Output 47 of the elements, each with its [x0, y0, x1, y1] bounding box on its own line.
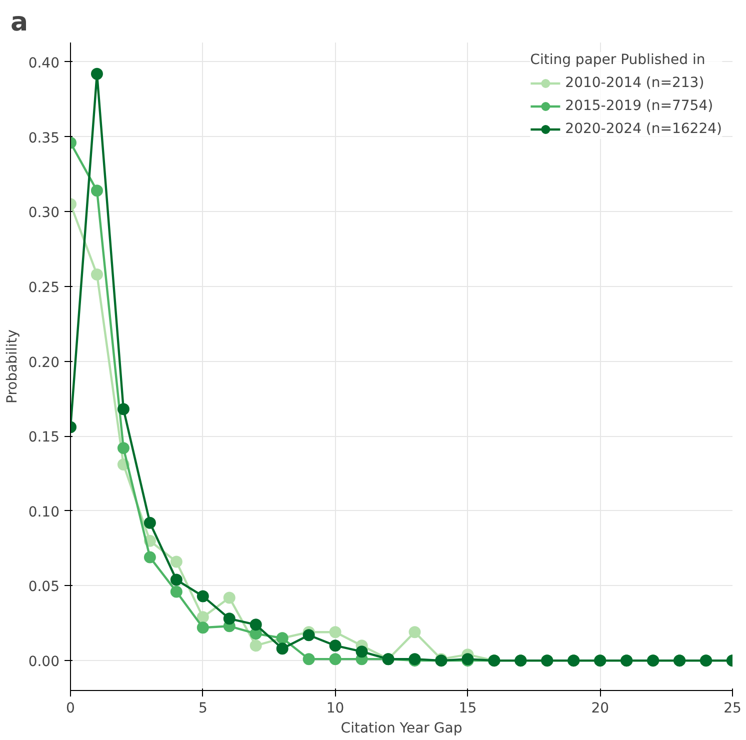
point — [144, 551, 156, 564]
point — [329, 653, 342, 666]
legend-title: Citing paper Published in — [530, 52, 706, 68]
point — [408, 626, 421, 638]
point — [250, 640, 262, 652]
point — [170, 574, 182, 586]
point — [276, 642, 288, 655]
y-tick-label: 0.05 — [28, 579, 60, 596]
y-axis-title: Probability — [4, 329, 20, 404]
y-tick-label: 0.35 — [28, 130, 60, 146]
point — [117, 403, 130, 416]
point — [144, 516, 156, 529]
legend-label: 2015-2019 (n=7754) — [565, 98, 714, 114]
y-tick-label: 0.15 — [28, 430, 60, 446]
point — [90, 68, 103, 80]
point — [329, 626, 342, 638]
point — [302, 653, 315, 666]
legend-label: 2020-2024 (n=16224) — [565, 121, 722, 137]
y-tick-label: 0.30 — [28, 205, 60, 222]
y-tick-label: 0.40 — [28, 55, 60, 72]
point — [356, 646, 368, 658]
x-axis-title: Citation Year Gap — [340, 720, 462, 736]
text: a — [10, 8, 28, 38]
point — [90, 184, 103, 197]
x-tick-label: 15 — [458, 700, 477, 716]
point — [329, 640, 342, 652]
point — [302, 629, 315, 642]
x-tick-label: 5 — [198, 700, 208, 716]
y-tick-label: 0.25 — [28, 280, 60, 296]
x-tick-label: 10 — [326, 700, 344, 716]
y-tick-label: 0.00 — [28, 654, 60, 670]
point — [117, 442, 130, 454]
point — [196, 590, 209, 602]
x-tick-label: 0 — [66, 700, 75, 716]
point — [223, 592, 236, 604]
point — [170, 586, 182, 598]
x-tick-label: 20 — [591, 700, 610, 716]
point — [223, 612, 236, 625]
y-tick-label: 0.10 — [28, 504, 60, 520]
legend-label: 2010-2014 (n=213) — [565, 75, 704, 91]
x-tick-label: 25 — [724, 700, 742, 716]
point — [196, 622, 209, 634]
point — [170, 556, 182, 568]
y-tick-label: 0.20 — [28, 354, 60, 371]
point — [196, 611, 209, 624]
point — [90, 268, 103, 280]
point — [250, 618, 262, 631]
